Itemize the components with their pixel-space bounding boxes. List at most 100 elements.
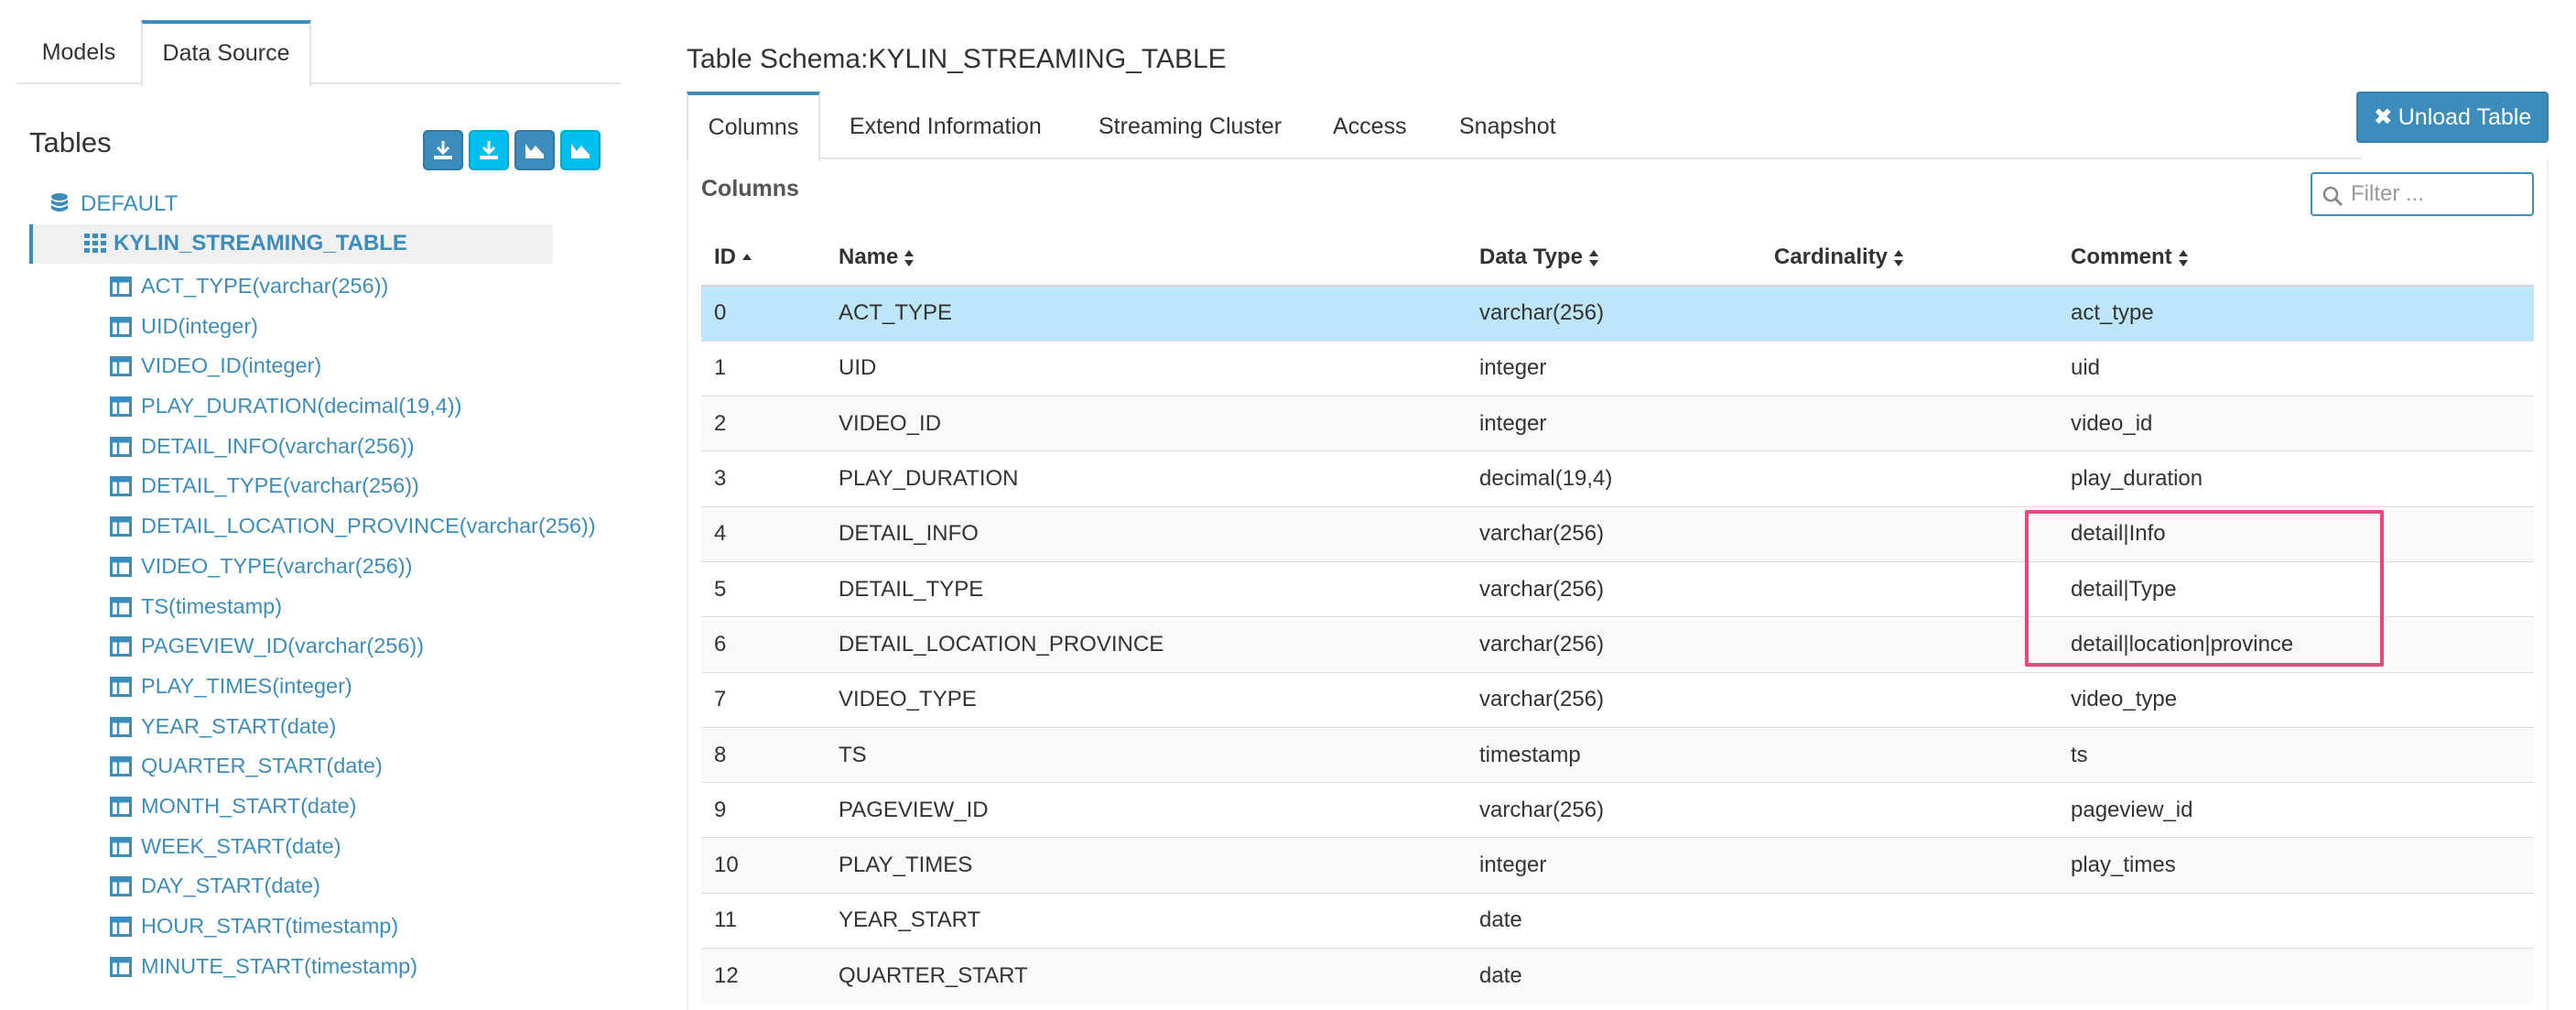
tree-column-list: ACT_TYPE(varchar(256)) UID(integer) VIDEO_… [110,269,641,989]
table-row[interactable]: 4 DETAIL_INFO varchar(256) detail|Info [701,505,2534,562]
header-id[interactable]: ID [701,230,826,287]
tab-access[interactable]: Access [1333,114,1407,139]
tree-column-item[interactable]: HOUR_START(timestamp) [110,909,641,950]
header-data-type[interactable]: Data Type [1467,230,1761,287]
tree-column-item[interactable]: DETAIL_TYPE(varchar(256)) [110,469,641,509]
add-kafka-button[interactable] [560,130,601,170]
cell-cardinality [1761,396,2058,451]
cell-comment: play_times [2058,837,2534,894]
tree-column-item[interactable]: DETAIL_INFO(varchar(256)) [110,429,641,470]
tree-column-item[interactable]: PAGEVIEW_ID(varchar(256)) [110,629,641,669]
tree-column-label: QUARTER_START(date) [141,754,383,778]
tree-column-label: PAGEVIEW_ID(varchar(256)) [141,634,425,658]
tree-column-item[interactable]: PLAY_TIMES(integer) [110,669,641,710]
table-row[interactable]: 6 DETAIL_LOCATION_PROVINCE varchar(256) det… [701,616,2534,673]
tree-database-label: DEFAULT [81,191,179,216]
schema-tab-bar: Columns Extend Information Streaming Clu… [687,92,2362,161]
cell-name: ACT_TYPE [826,285,1467,342]
cell-data-type: integer [1467,396,1761,451]
tree-column-item[interactable]: DAY_START(date) [110,869,641,909]
tables-title: Tables [29,126,112,158]
tree-column-item[interactable]: QUARTER_START(date) [110,749,641,789]
table-row[interactable]: 12 QUARTER_START date [701,948,2534,1004]
cell-id: 10 [701,837,826,894]
cell-id: 12 [701,948,826,1004]
tree-column-item[interactable]: TS(timestamp) [110,590,641,630]
load-from-tree-button[interactable] [469,130,509,170]
table-row[interactable]: 11 YEAR_START date [701,892,2534,949]
tab-extend-information[interactable]: Extend Information [850,114,1042,139]
column-icon [110,917,132,937]
unload-table-button[interactable]: ✖ Unload Table [2356,92,2549,143]
cell-cardinality [1761,451,2058,507]
cell-id: 9 [701,782,826,838]
table-row[interactable]: 7 VIDEO_TYPE varchar(256) video_type [701,671,2534,728]
cell-name: DETAIL_TYPE [826,560,1467,617]
tree-table-selected[interactable]: KYLIN_STREAMING_TABLE [29,224,553,264]
filter-box[interactable] [2311,172,2534,216]
tree-column-item[interactable]: VIDEO_TYPE(varchar(256)) [110,549,641,590]
tree-column-item[interactable]: YEAR_START(date) [110,710,641,750]
tree-column-label: DETAIL_LOCATION_PROVINCE(varchar(256)) [141,514,596,538]
cell-data-type: varchar(256) [1467,616,1761,673]
tree-column-item[interactable]: PLAY_DURATION(decimal(19,4)) [110,389,641,429]
cell-cardinality [1761,726,2058,783]
cell-id: 5 [701,560,826,617]
table-row[interactable]: 9 PAGEVIEW_ID varchar(256) pageview_id [701,782,2534,838]
column-icon [110,356,132,377]
column-icon [110,636,132,657]
load-table-button[interactable] [423,130,463,170]
column-icon [110,516,132,538]
filter-input[interactable] [2349,179,2528,209]
table-row[interactable]: 0 ACT_TYPE varchar(256) act_type [701,285,2534,342]
cell-comment: video_id [2058,396,2534,451]
tree-column-item[interactable]: ACT_TYPE(varchar(256)) [110,269,641,310]
header-comment[interactable]: Comment [2058,230,2534,287]
cell-name: DETAIL_LOCATION_PROVINCE [826,616,1467,673]
tree-column-item[interactable]: MONTH_START(date) [110,789,641,830]
table-row[interactable]: 10 PLAY_TIMES integer play_times [701,837,2534,894]
cell-data-type: varchar(256) [1467,560,1761,617]
table-row[interactable]: 5 DETAIL_TYPE varchar(256) detail|Type [701,560,2534,617]
tree-column-label: PLAY_DURATION(decimal(19,4)) [141,394,462,418]
tree-column-label: ACT_TYPE(varchar(256)) [141,274,389,298]
cell-comment: uid [2058,340,2534,396]
header-comment-label: Comment [2071,244,2172,269]
tree-table-label: KYLIN_STREAMING_TABLE [114,231,407,255]
table-row[interactable]: 1 UID integer uid [701,340,2534,396]
cell-cardinality [1761,892,2058,949]
tree-column-item[interactable]: VIDEO_ID(integer) [110,349,641,389]
cell-name: DETAIL_INFO [826,505,1467,562]
table-row[interactable]: 2 VIDEO_ID integer video_id [701,396,2534,451]
tab-data-source[interactable]: Data Source [141,20,311,86]
table-row[interactable]: 8 TS timestamp ts [701,726,2534,783]
tab-snapshot[interactable]: Snapshot [1459,114,1556,139]
add-streaming-button[interactable] [514,130,555,170]
cell-comment [2058,948,2534,1004]
cell-data-type: integer [1467,837,1761,894]
column-icon [110,716,132,737]
cell-cardinality [1761,782,2058,838]
header-data-type-label: Data Type [1479,244,1583,269]
cell-id: 1 [701,340,826,396]
tree-column-label: VIDEO_TYPE(varchar(256)) [141,553,413,578]
column-icon [110,876,132,897]
tree-column-item[interactable]: DETAIL_LOCATION_PROVINCE(varchar(256)) [110,509,641,549]
tree-column-label: MINUTE_START(timestamp) [141,953,418,978]
chart-icon [571,144,590,158]
tree-column-label: DETAIL_INFO(varchar(256)) [141,433,415,458]
header-cardinality[interactable]: Cardinality [1761,230,2058,287]
tree-column-item[interactable]: UID(integer) [110,310,641,350]
table-row[interactable]: 3 PLAY_DURATION decimal(19,4) play_duration [701,451,2534,507]
tree-column-item[interactable]: MINUTE_START(timestamp) [110,950,641,990]
tree-column-item[interactable]: WEEK_START(date) [110,830,641,870]
header-name[interactable]: Name [826,230,1467,287]
column-icon [110,676,132,697]
content-panel [687,159,2549,1010]
tab-models[interactable]: Models [41,39,116,65]
tab-columns[interactable]: Columns [687,92,820,161]
tab-streaming-cluster[interactable]: Streaming Cluster [1099,114,1283,139]
cell-cardinality [1761,616,2058,673]
header-name-label: Name [839,244,899,269]
